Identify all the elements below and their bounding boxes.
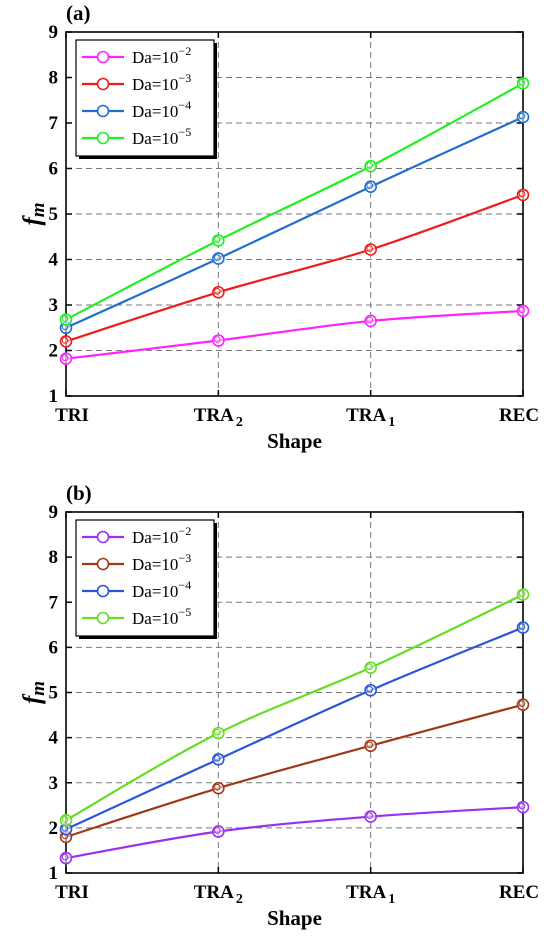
y-tick-label: 5	[49, 204, 59, 225]
data-point-inner	[366, 245, 373, 252]
series-line-3	[65, 626, 524, 831]
y-tick-label: 7	[49, 592, 59, 613]
x-tick-label: TRA 2	[194, 882, 243, 907]
legend-marker	[96, 584, 110, 598]
data-point-inner	[518, 79, 526, 86]
plot-frame	[65, 511, 524, 874]
data-point-inner	[518, 306, 526, 314]
data-point-inner	[214, 827, 221, 834]
chart-panel-b: 1 2 3 4 5 6 7 8 9 TRI TRA 2 TRA 1 REC Shape fm (b) Da=10−2…	[19, 481, 539, 930]
x-tick-label: TRA 2	[194, 405, 243, 430]
series-line-1	[65, 309, 524, 360]
data-point-inner	[61, 853, 69, 861]
panel-label: (a)	[66, 1, 91, 25]
data-point-inner	[518, 112, 526, 120]
data-point-inner	[518, 590, 526, 597]
data-point-inner	[518, 190, 526, 198]
y-tick-label: 8	[49, 547, 59, 568]
data-point-inner	[214, 728, 221, 736]
data-point-inner	[366, 663, 373, 670]
data-point-inner	[61, 337, 69, 344]
series-line-4	[65, 82, 524, 321]
y-tick-label: 2	[49, 818, 59, 839]
y-tick-label: 6	[49, 159, 59, 180]
x-tick-label: REC	[499, 405, 539, 426]
data-point-inner	[366, 685, 373, 693]
series-line-1	[65, 806, 524, 860]
data-point-inner	[518, 700, 526, 707]
data-point-inner	[214, 236, 221, 243]
legend-label: Da=10−3	[132, 551, 191, 574]
data-point-inner	[214, 754, 221, 762]
data-point-inner	[366, 316, 373, 324]
legend-marker	[96, 611, 110, 625]
legend-label: Da=10−2	[132, 524, 191, 547]
legend-marker	[96, 50, 110, 64]
x-tick-label: TRA 1	[346, 882, 395, 907]
x-tick-label: TRI	[55, 405, 89, 426]
legend-marker	[96, 530, 110, 544]
y-tick-label: 3	[49, 295, 59, 316]
y-tick-label: 4	[49, 250, 59, 271]
data-point-inner	[366, 741, 373, 749]
y-tick-label: 5	[49, 683, 59, 704]
legend-marker	[96, 131, 110, 145]
series-line-4	[65, 593, 524, 822]
series-line-2	[65, 703, 524, 838]
data-point-inner	[214, 254, 221, 261]
panel-label: (b)	[66, 481, 92, 505]
data-point-inner	[214, 287, 221, 295]
chart-panel-a: 1 2 3 4 5 6 7 8 9 TRI TRA 2 TRA 1 REC Shape fm (a) Da=10−2…	[19, 1, 539, 453]
y-tick-label: 1	[49, 386, 59, 407]
legend-marker	[96, 104, 110, 118]
x-tick-label: TRA 1	[346, 405, 395, 430]
y-tick-label: 8	[49, 68, 59, 89]
legend-label: Da=10−5	[132, 605, 191, 628]
y-tick-label: 1	[49, 863, 59, 884]
data-point-inner	[518, 802, 526, 810]
legend-label: Da=10−5	[132, 125, 191, 148]
y-tick-label: 3	[49, 773, 59, 794]
data-point-inner	[518, 623, 526, 630]
legend: Da=10−2 Da=10−3 Da=10−4 Da=10−5	[75, 39, 217, 159]
legend-marker	[96, 77, 110, 91]
y-tick-label: 6	[49, 637, 59, 658]
legend-label: Da=10−2	[132, 44, 191, 67]
data-point-inner	[61, 315, 69, 322]
series-line-2	[65, 193, 524, 343]
data-point-inner	[214, 336, 221, 343]
data-point-inner	[214, 783, 221, 791]
y-tick-label: 4	[49, 728, 59, 749]
y-tick-label: 9	[49, 22, 59, 43]
y-tick-label: 9	[49, 502, 59, 523]
x-tick-label: REC	[499, 882, 539, 903]
y-tick-label: 7	[49, 113, 59, 134]
data-point-inner	[366, 812, 373, 819]
data-point-inner	[61, 354, 69, 361]
data-point-inner	[366, 182, 373, 189]
legend-label: Da=10−4	[132, 578, 191, 601]
data-point-inner	[366, 161, 373, 169]
legend: Da=10−2 Da=10−3 Da=10−4 Da=10−5	[75, 519, 217, 639]
y-tick-label: 2	[49, 341, 59, 362]
plot-frame	[65, 31, 524, 397]
legend-label: Da=10−4	[132, 98, 191, 121]
x-axis-title: Shape	[267, 906, 322, 930]
series-line-3	[65, 116, 524, 329]
x-tick-label: TRI	[55, 882, 89, 903]
legend-marker	[96, 557, 110, 571]
legend-label: Da=10−3	[132, 71, 191, 94]
y-axis-title: fm	[19, 202, 49, 225]
x-axis-title: Shape	[267, 429, 322, 453]
y-axis-title: fm	[19, 681, 49, 704]
data-point-inner	[61, 815, 69, 823]
